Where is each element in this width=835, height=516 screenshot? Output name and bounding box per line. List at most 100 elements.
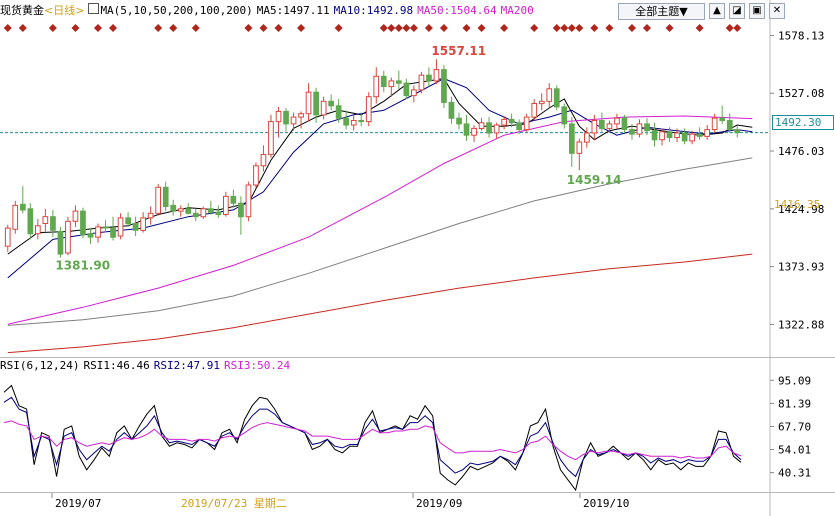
candle-body[interactable]	[696, 133, 703, 137]
candle-body[interactable]	[140, 217, 147, 231]
event-diamond-icon[interactable]	[18, 24, 27, 32]
candle-body[interactable]	[57, 231, 64, 255]
event-diamond-icon[interactable]	[48, 24, 57, 32]
candle-body[interactable]	[621, 117, 628, 130]
candle-body[interactable]	[177, 208, 184, 212]
candle-body[interactable]	[636, 123, 643, 135]
candle-body[interactable]	[200, 208, 207, 218]
candle-body[interactable]	[350, 120, 357, 126]
candle-body[interactable]	[373, 75, 380, 98]
candle-body[interactable]	[734, 129, 741, 134]
candle-body[interactable]	[719, 117, 726, 121]
event-diamond-icon[interactable]	[500, 24, 509, 32]
candle-body[interactable]	[629, 129, 635, 135]
event-diamond-icon[interactable]	[627, 24, 636, 32]
candle-body[interactable]	[260, 154, 267, 167]
candle-body[interactable]	[313, 91, 319, 116]
candle-body[interactable]	[215, 211, 222, 215]
candle-body[interactable]	[576, 141, 583, 154]
candle-body[interactable]	[531, 103, 538, 118]
candle-body[interactable]	[441, 69, 447, 103]
candle-body[interactable]	[268, 121, 274, 155]
candle-body[interactable]	[516, 122, 522, 131]
candle-body[interactable]	[569, 123, 575, 154]
event-diamond-icon[interactable]	[409, 24, 418, 32]
candle-body[interactable]	[208, 208, 214, 213]
candle-body[interactable]	[4, 227, 11, 247]
event-diamond-icon[interactable]	[387, 24, 396, 32]
candle-body[interactable]	[223, 195, 229, 215]
candle-body[interactable]	[659, 131, 665, 141]
event-diamond-icon[interactable]	[567, 24, 576, 32]
event-diamond-icon[interactable]	[274, 24, 283, 32]
candle-body[interactable]	[614, 117, 620, 125]
candle-body[interactable]	[448, 101, 455, 119]
candle-body[interactable]	[561, 106, 568, 125]
event-diamond-icon[interactable]	[109, 24, 118, 32]
event-diamond-icon[interactable]	[334, 24, 343, 32]
event-diamond-icon[interactable]	[3, 24, 12, 32]
event-diamond-icon[interactable]	[94, 24, 103, 32]
event-diamond-icon[interactable]	[552, 24, 561, 32]
candle-body[interactable]	[185, 208, 192, 214]
event-diamond-icon[interactable]	[695, 24, 704, 32]
candle-body[interactable]	[666, 131, 673, 139]
candle-body[interactable]	[471, 127, 477, 136]
window-icon[interactable]: ◪	[729, 3, 745, 19]
candle-body[interactable]	[238, 202, 244, 218]
candle-body[interactable]	[584, 132, 590, 143]
candle-body[interactable]	[162, 186, 169, 208]
period-label[interactable]: <日线>	[44, 4, 85, 17]
candle-body[interactable]	[245, 184, 252, 218]
candle-body[interactable]	[42, 216, 49, 224]
candle-body[interactable]	[396, 80, 402, 84]
event-diamond-icon[interactable]	[402, 24, 411, 32]
candle-body[interactable]	[125, 217, 132, 225]
candle-body[interactable]	[426, 74, 432, 82]
candle-body[interactable]	[726, 120, 733, 131]
candle-body[interactable]	[27, 208, 34, 235]
candle-body[interactable]	[253, 165, 259, 186]
candle-body[interactable]	[358, 120, 365, 123]
event-diamond-icon[interactable]	[665, 24, 674, 32]
candle-body[interactable]	[298, 113, 304, 118]
maximize-icon[interactable]: ▣	[749, 3, 765, 19]
event-diamond-icon[interactable]	[605, 24, 614, 32]
event-diamond-icon[interactable]	[462, 24, 471, 32]
candle-body[interactable]	[493, 124, 500, 134]
candle-body[interactable]	[275, 110, 282, 123]
event-diamond-icon[interactable]	[590, 24, 599, 32]
candle-body[interactable]	[651, 130, 658, 141]
event-diamond-icon[interactable]	[71, 24, 80, 32]
candle-body[interactable]	[606, 123, 613, 129]
event-diamond-icon[interactable]	[169, 24, 178, 32]
candle-body[interactable]	[155, 186, 162, 214]
candle-body[interactable]	[674, 132, 680, 138]
candle-body[interactable]	[591, 120, 598, 134]
candle-body[interactable]	[501, 118, 507, 126]
candle-body[interactable]	[711, 117, 718, 130]
candle-body[interactable]	[102, 226, 109, 229]
candle-body[interactable]	[553, 88, 560, 108]
candle-body[interactable]	[65, 220, 71, 254]
candle-body[interactable]	[433, 69, 440, 82]
event-diamond-icon[interactable]	[424, 24, 433, 32]
candle-body[interactable]	[411, 89, 417, 97]
candle-body[interactable]	[456, 117, 462, 125]
event-diamond-icon[interactable]	[575, 24, 584, 32]
candle-body[interactable]	[388, 80, 395, 88]
candle-body[interactable]	[478, 122, 485, 130]
event-diamond-icon[interactable]	[642, 24, 651, 32]
candle-body[interactable]	[704, 129, 710, 137]
candle-body[interactable]	[95, 226, 101, 238]
candle-body[interactable]	[644, 123, 650, 132]
candle-body[interactable]	[380, 75, 387, 88]
event-diamond-icon[interactable]	[530, 24, 539, 32]
candle-body[interactable]	[170, 204, 177, 212]
candle-body[interactable]	[283, 110, 289, 125]
event-diamond-icon[interactable]	[477, 24, 486, 32]
candle-body[interactable]	[147, 212, 154, 219]
candle-body[interactable]	[681, 132, 688, 142]
candle-body[interactable]	[546, 88, 553, 102]
